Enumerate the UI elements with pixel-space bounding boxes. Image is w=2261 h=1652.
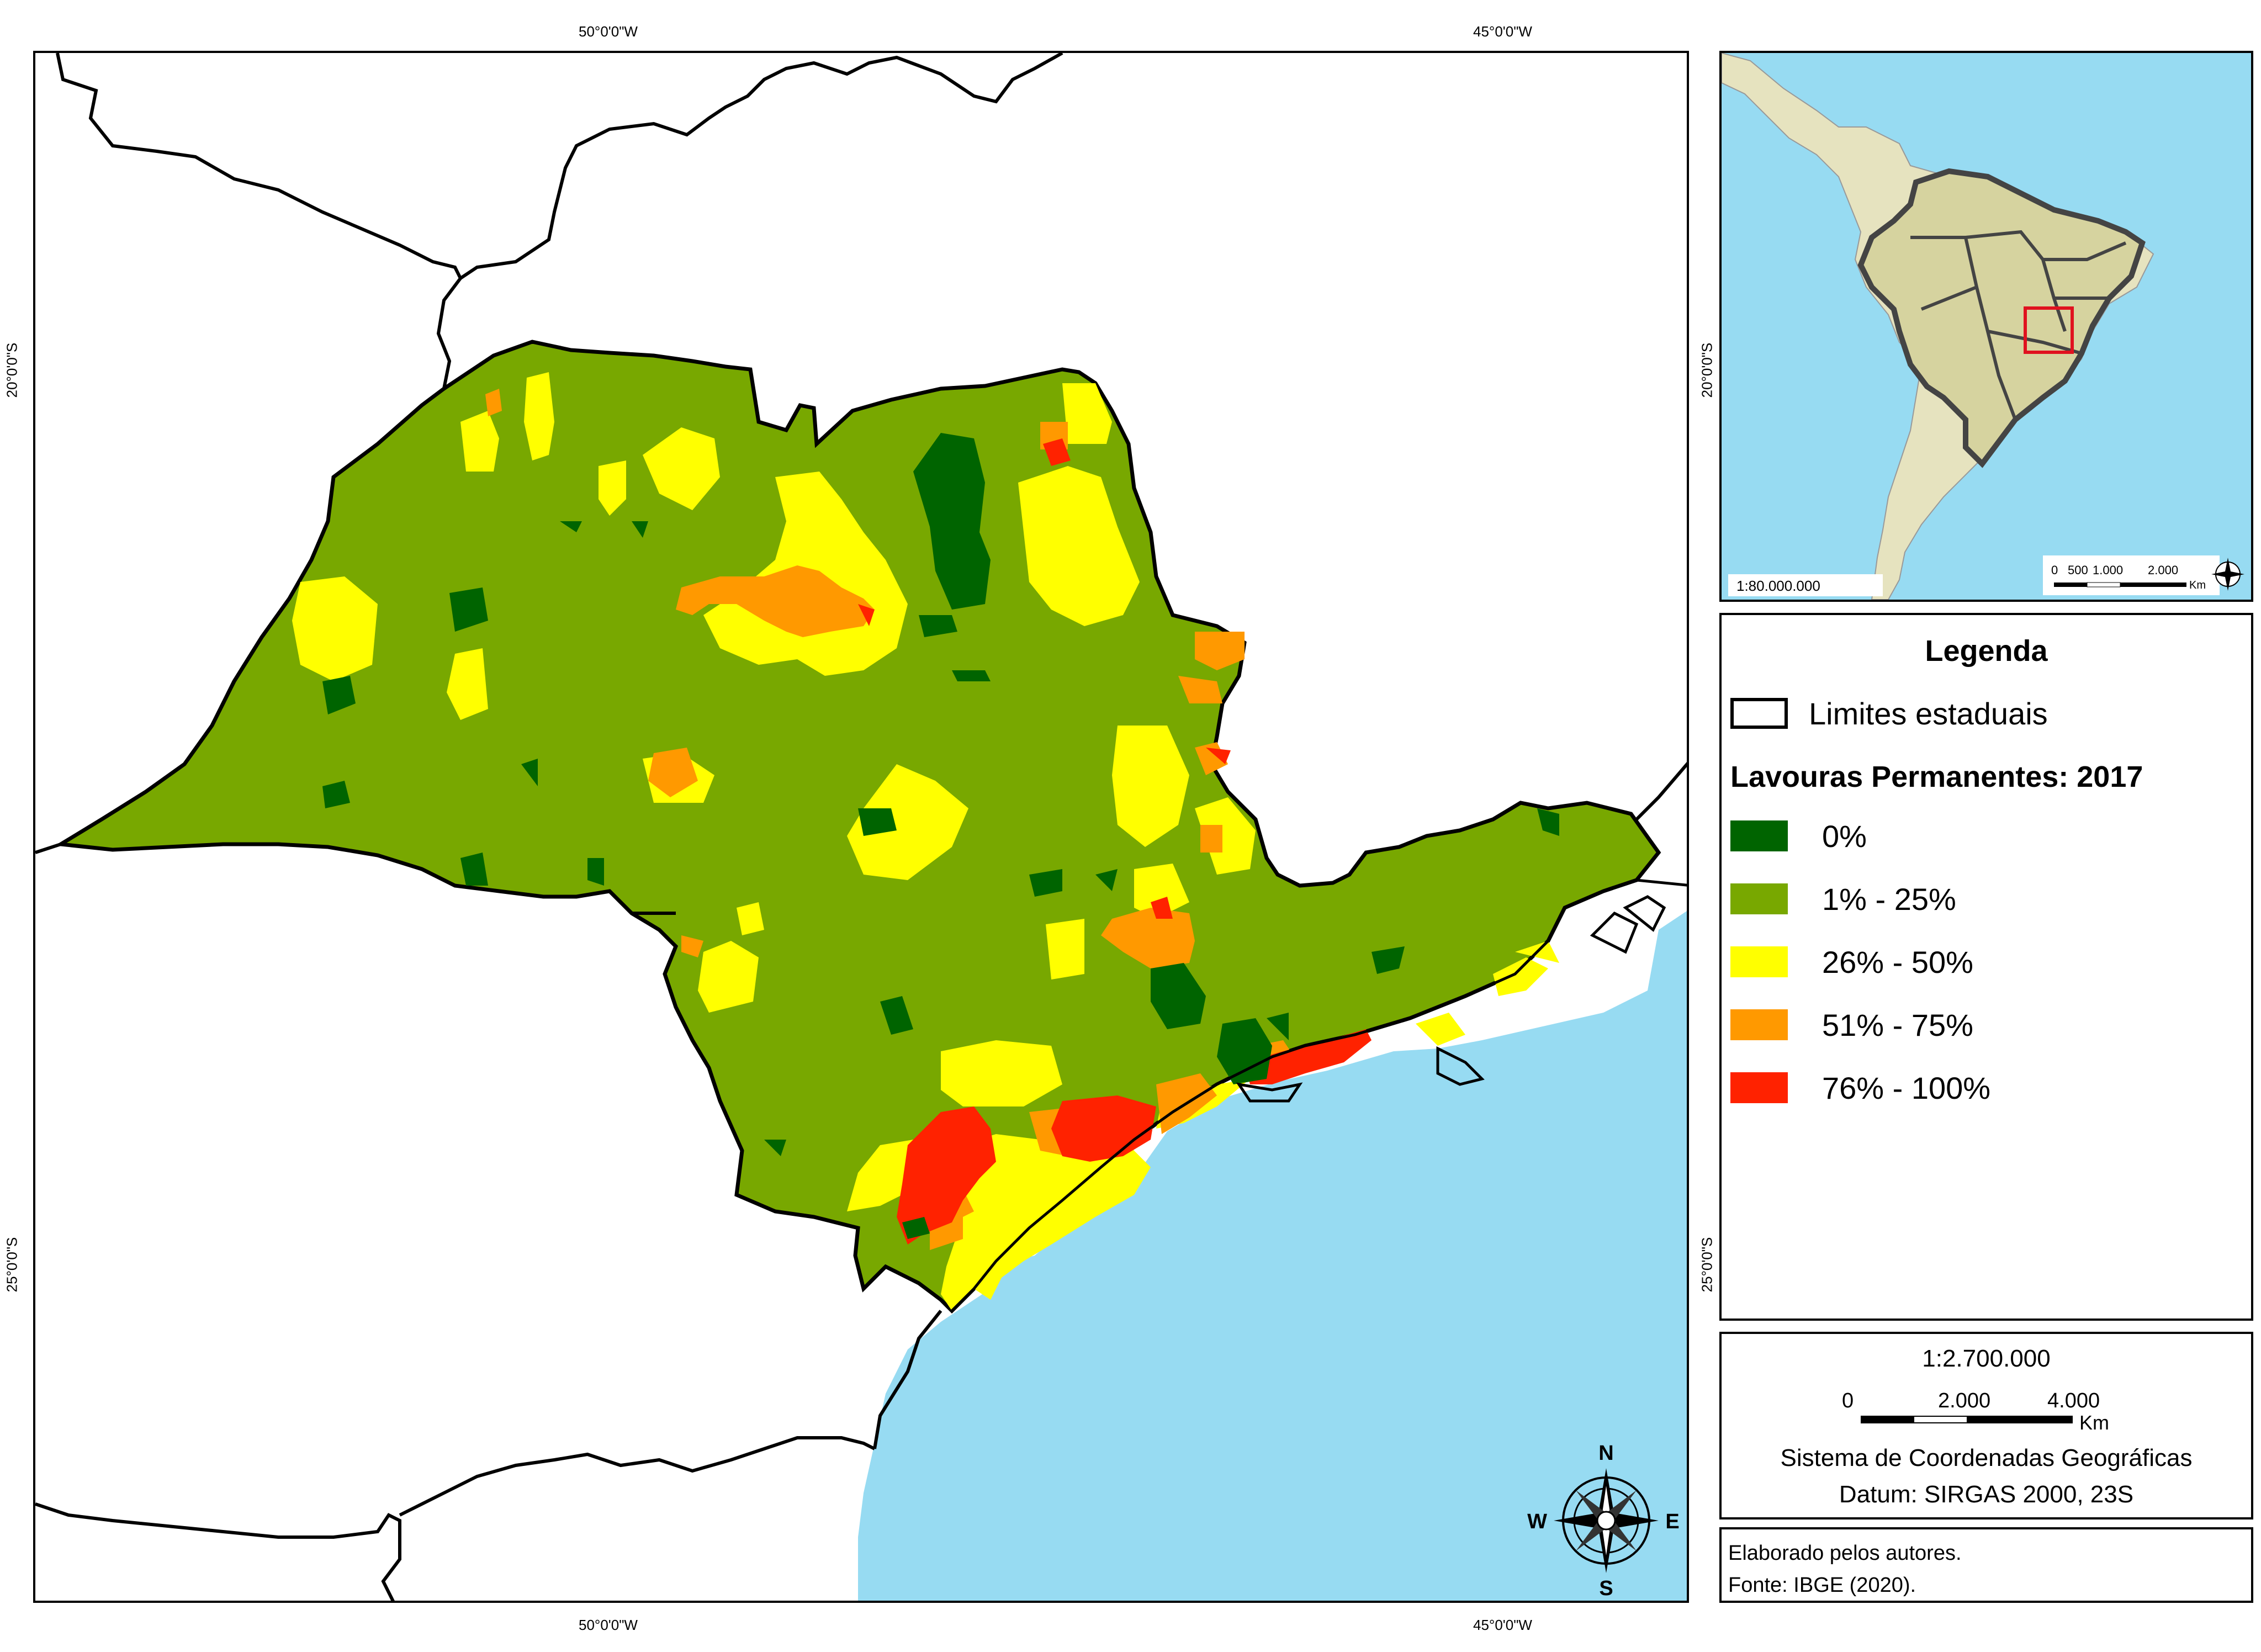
legend-boundary-row: Limites estaduais [1730,696,2048,731]
credits-source: Fonte: IBGE (2020). [1728,1574,1916,1597]
inset-scale-tick-500: 500 [2068,563,2088,577]
inset-svg: 1:80.000.000 0 500 1.000 2.000 Km [1722,53,2251,600]
legend-label-3: 51% - 75% [1822,1007,1973,1042]
lat-label-right-25s: 25°0'0"S [1698,1237,1715,1293]
datum-text: Datum: SIRGAS 2000, 23S [1839,1481,2134,1508]
scale-unit: Km [2079,1411,2109,1434]
coastline [951,878,1687,1312]
main-map[interactable]: N S E W [33,51,1689,1603]
scale-ratio: 1:2.700.000 [1922,1345,2051,1372]
lat-label-left-20s: 20°0'0"S [3,342,20,398]
inset-compass-icon [2211,558,2244,591]
scale-tick-0: 0 [1842,1389,1854,1412]
scale-tick-2000: 2.000 [1938,1389,1991,1412]
state-borders [35,53,1687,1601]
scale-panel: 1:2.700.000 0 2.000 4.000 Km Sistema de … [1719,1332,2253,1519]
class-76-100-areas [858,438,1372,1245]
lon-label-top-45w: 45°0'0"W [1473,23,1532,40]
legend-boundary-label: Limites estaduais [1809,696,2048,731]
inset-scale-tick-0: 0 [2051,563,2058,577]
legend-class-1: 1% - 25% [1730,881,1956,917]
legend-boundary-swatch [1730,698,1788,729]
lon-label-top-50w: 50°0'0"W [579,23,638,40]
legend-label-2: 26% - 50% [1822,944,1973,979]
inset-scale-ratio: 1:80.000.000 [1736,578,1820,594]
legend-title: Legenda [1925,634,2048,668]
legend-panel: Legenda Limites estaduais Lavouras Perma… [1719,613,2253,1321]
ocean [858,911,1687,1601]
legend-label-1: 1% - 25% [1822,881,1956,917]
legend-swatch-4 [1730,1072,1788,1103]
inset-brazil [1857,168,2146,468]
credits-author: Elaborado pelos autores. [1728,1542,1962,1565]
legend-swatch-2 [1730,946,1788,977]
scale-bar [1861,1416,2073,1423]
legend-label-4: 76% - 100% [1822,1070,1991,1105]
inset-map[interactable]: 1:80.000.000 0 500 1.000 2.000 Km [1719,51,2253,602]
main-map-svg: N S E W [35,53,1687,1601]
legend-swatch-1 [1730,883,1788,914]
class-0-areas [322,433,1559,1239]
north-arrow-n: N [1598,1442,1613,1465]
lon-label-bottom-45w: 45°0'0"W [1473,1617,1532,1633]
north-arrow-w: W [1527,1510,1547,1533]
lon-label-bottom-50w: 50°0'0"W [579,1617,638,1633]
legend-class-2: 26% - 50% [1730,944,1973,979]
legend-label-0: 0% [1822,818,1867,854]
legend-swatch-0 [1730,820,1788,851]
north-arrow-e: E [1665,1510,1679,1533]
lat-label-left-25s: 25°0'0"S [3,1237,20,1293]
legend-class-4: 76% - 100% [1730,1070,1991,1105]
inset-scale-tick-1000: 1.000 [2093,563,2123,577]
scale-tick-4000: 4.000 [2047,1389,2100,1412]
credits-panel: Elaborado pelos autores. Fonte: IBGE (20… [1719,1527,2253,1603]
north-arrow [1554,1468,1659,1573]
inset-scale-tick-2000: 2.000 [2148,563,2178,577]
inset-brazil-states [1910,230,2127,421]
inset-scale-label-bg [1728,574,1883,596]
north-arrow-s: S [1599,1577,1613,1600]
inset-scale-unit: Km [2189,579,2206,591]
crs-text: Sistema de Coordenadas Geográficas [1780,1444,2193,1471]
inset-study-area-highlight [2024,306,2074,354]
legend-swatch-3 [1730,1009,1788,1040]
legend-subtitle: Lavouras Permanentes: 2017 [1730,760,2143,793]
legend-class-0: 0% [1730,818,1867,854]
lat-label-right-20s: 20°0'0"S [1698,342,1715,398]
inset-scale-bar [2043,555,2220,595]
legend-class-3: 51% - 75% [1730,1007,1973,1042]
